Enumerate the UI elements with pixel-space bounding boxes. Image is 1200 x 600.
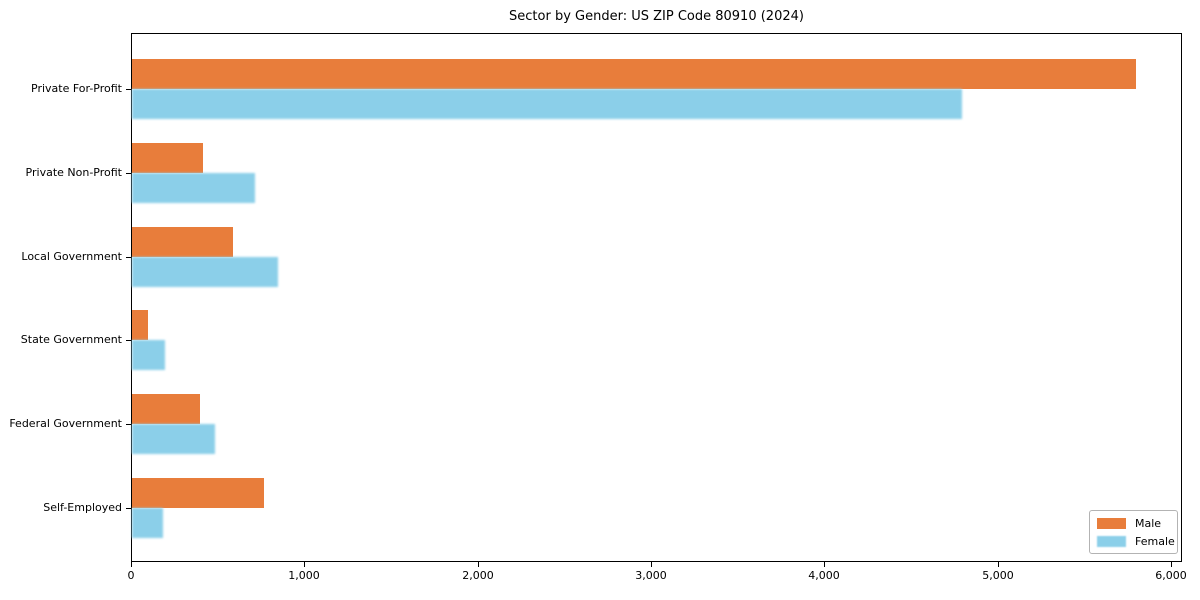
bar-female-state-government: [132, 340, 165, 371]
plot-area: [131, 33, 1182, 562]
y-tick-mark: [126, 172, 131, 174]
legend: Male Female: [1089, 510, 1178, 554]
legend-item-female: Female: [1097, 534, 1175, 549]
y-tick-mark: [126, 89, 131, 90]
y-tick-mark: [126, 508, 131, 509]
x-tick-label: 0: [127, 569, 135, 582]
y-tick-label: Self-Employed: [43, 501, 122, 514]
x-tick-label: 4,000: [808, 569, 840, 582]
x-tick-mark: [1171, 562, 1172, 567]
y-tick-label: Federal Government: [9, 417, 122, 431]
bar-male-state-government: [132, 310, 148, 341]
x-tick-label: 3,000: [635, 569, 667, 582]
chart-title: Sector by Gender: US ZIP Code 80910 (202…: [509, 9, 804, 24]
y-tick-label: Private Non-Profit: [25, 165, 122, 179]
x-tick-label: 5,000: [982, 569, 1014, 582]
bar-female-private-for-profit: [132, 89, 962, 119]
bar-male-private-non-profit: [132, 142, 203, 173]
bar-male-private-for-profit: [132, 59, 1136, 89]
legend-swatch-female: [1097, 536, 1126, 547]
bar-male-self-employed: [132, 478, 264, 508]
x-tick-mark: [998, 562, 999, 567]
x-tick-mark: [824, 562, 825, 567]
legend-label-male: Male: [1135, 517, 1162, 530]
x-tick-label: 1,000: [288, 569, 320, 582]
y-tick-mark: [126, 340, 131, 342]
x-tick-mark: [131, 562, 132, 567]
bar-male-local-government: [132, 226, 233, 257]
legend-item-male: Male: [1097, 516, 1170, 531]
y-tick-label: Private For-Profit: [31, 82, 122, 95]
y-tick-label: Local Government: [21, 249, 122, 263]
legend-label-female: Female: [1135, 535, 1175, 548]
x-tick-mark: [478, 562, 479, 567]
x-tick-label: 6,000: [1155, 569, 1187, 582]
bar-female-self-employed: [132, 508, 163, 538]
x-tick-mark: [651, 562, 652, 567]
bar-male-federal-government: [132, 394, 200, 425]
y-tick-mark: [126, 424, 131, 426]
bar-female-local-government: [132, 256, 278, 287]
x-tick-mark: [304, 562, 305, 567]
x-tick-label: 2,000: [462, 569, 494, 582]
legend-swatch-male: [1097, 518, 1126, 529]
y-tick-mark: [126, 256, 131, 258]
y-tick-label: State Government: [20, 333, 122, 347]
bar-female-federal-government: [132, 424, 215, 455]
bar-female-private-non-profit: [132, 172, 255, 203]
